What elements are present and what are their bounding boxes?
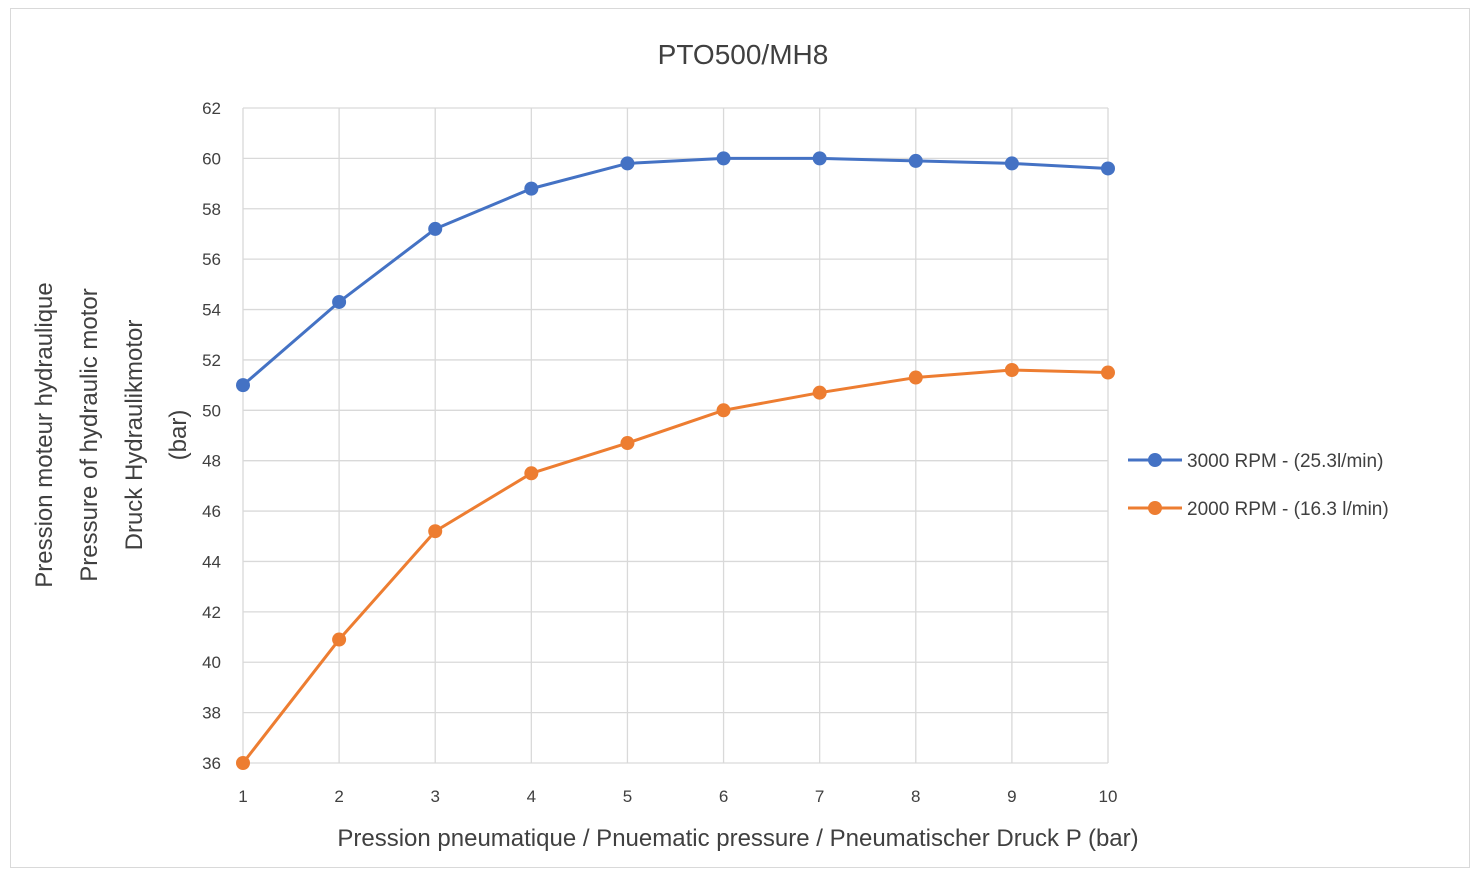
- x-tick-label: 10: [1099, 787, 1118, 806]
- legend-marker: [1148, 453, 1162, 467]
- legend-item: 3000 RPM - (25.3l/min): [1128, 451, 1383, 472]
- legend-marker: [1148, 501, 1162, 515]
- series-line: [242, 156, 1109, 387]
- y-tick-label: 48: [202, 452, 221, 471]
- y-tick-label: 46: [202, 502, 221, 521]
- series-2: [236, 363, 1115, 770]
- chart-frame: [10, 8, 1470, 868]
- x-tick-label: 2: [334, 787, 343, 806]
- y-tick-label: 60: [202, 149, 221, 168]
- x-tick-label: 4: [527, 787, 536, 806]
- data-point: [908, 153, 923, 168]
- data-point: [524, 466, 539, 481]
- y-axis-label-line: Pressure of hydraulic motor: [76, 288, 103, 581]
- y-tick-label: 42: [202, 603, 221, 622]
- data-point: [716, 403, 731, 418]
- data-point: [908, 370, 923, 385]
- y-tick-label: 50: [202, 401, 221, 420]
- x-tick-label: 9: [1007, 787, 1016, 806]
- data-point: [620, 436, 635, 451]
- x-axis-ticks: 1 2 3 4 5 6 7 8 9 10: [238, 787, 1117, 806]
- legend-label: 2000 RPM - (16.3 l/min): [1187, 499, 1389, 520]
- series-1: [236, 151, 1115, 393]
- y-axis-label-line: Pression moteur hydraulique: [31, 282, 58, 588]
- data-point: [1004, 156, 1019, 171]
- data-point: [428, 221, 443, 236]
- grid-lines: [242, 107, 1109, 764]
- data-point: [1101, 365, 1115, 380]
- y-tick-label: 62: [202, 99, 221, 118]
- y-tick-label: 38: [202, 704, 221, 723]
- data-point: [1101, 161, 1115, 176]
- y-tick-label: 58: [202, 200, 221, 219]
- y-tick-label: 44: [202, 552, 221, 571]
- x-tick-label: 7: [815, 787, 824, 806]
- x-tick-label: 1: [238, 787, 247, 806]
- data-point: [716, 151, 731, 166]
- y-axis-label-line: (bar): [165, 410, 192, 461]
- y-tick-label: 56: [202, 250, 221, 269]
- y-axis-label-line: Druck Hydraulikmotor: [121, 320, 148, 551]
- data-point: [428, 524, 443, 539]
- y-axis-ticks: 36 38 40 42 44 46 48 50 52 54 56 58 60 62: [202, 99, 221, 773]
- data-point: [332, 632, 347, 647]
- y-axis-label: Pression moteur hydraulique Pressure of h…: [31, 282, 192, 588]
- y-tick-label: 54: [202, 301, 221, 320]
- data-point: [812, 151, 827, 166]
- y-tick-label: 36: [202, 754, 221, 773]
- x-tick-label: 3: [430, 787, 439, 806]
- x-tick-label: 5: [623, 787, 632, 806]
- data-point: [332, 294, 347, 309]
- y-tick-label: 52: [202, 351, 221, 370]
- series-line: [241, 368, 1109, 764]
- y-tick-label: 40: [202, 653, 221, 672]
- x-tick-label: 8: [911, 787, 920, 806]
- chart-title: PTO500/MH8: [658, 39, 829, 70]
- data-point: [236, 756, 250, 770]
- legend: 3000 RPM - (25.3l/min) 2000 RPM - (16.3 l…: [1128, 451, 1389, 520]
- x-axis-label: Pression pneumatique / Pnuematic pressur…: [337, 825, 1138, 852]
- data-point: [1004, 363, 1019, 377]
- data-point: [620, 156, 635, 171]
- legend-item: 2000 RPM - (16.3 l/min): [1128, 499, 1389, 520]
- series-group: [236, 151, 1115, 770]
- legend-label: 3000 RPM - (25.3l/min): [1187, 451, 1383, 472]
- data-point: [524, 181, 539, 196]
- data-point: [236, 378, 250, 393]
- x-tick-label: 6: [719, 787, 728, 806]
- data-point: [812, 385, 827, 400]
